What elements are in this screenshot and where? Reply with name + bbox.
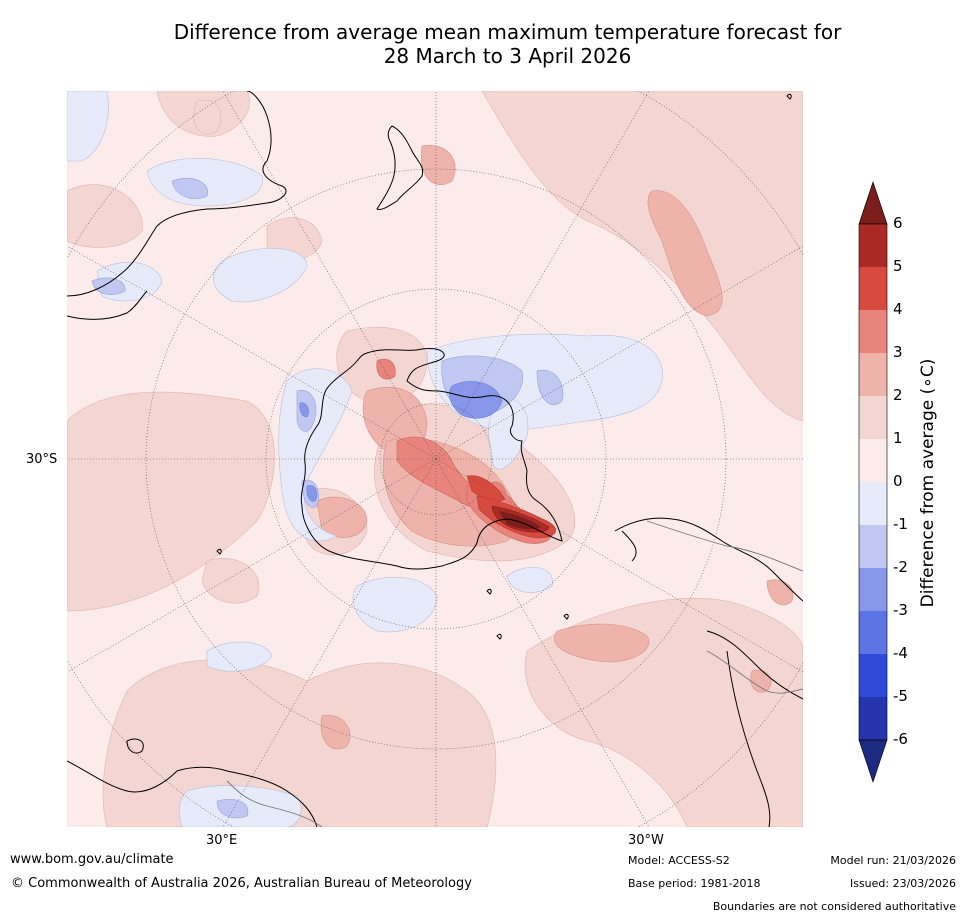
coastlines xyxy=(67,91,803,827)
antarctica-coastline xyxy=(300,347,563,570)
colorbar-tick-label: 1 xyxy=(893,429,903,447)
colorbar-segment xyxy=(859,396,887,439)
colorbar-segment xyxy=(859,525,887,568)
colorbar-segment xyxy=(859,654,887,697)
colorbar-segment xyxy=(859,224,887,267)
colorbar-segment xyxy=(859,267,887,310)
australia-coastline xyxy=(67,91,287,320)
map-title: Difference from average mean maximum tem… xyxy=(60,20,955,68)
colorbar-tick-label: 4 xyxy=(893,300,903,318)
lon-label-30e: 30°E xyxy=(206,833,238,848)
footer-base-period: Base period: 1981-2018 xyxy=(628,877,761,890)
anomaly-band-minus-3-to-minus-2 xyxy=(299,381,503,502)
colorbar-extend-low xyxy=(858,739,888,783)
colorbar xyxy=(858,181,888,783)
colorbar-segment xyxy=(859,611,887,654)
footer-issued: Issued: 23/03/2026 xyxy=(849,877,956,890)
new-zealand-coastline xyxy=(376,125,424,210)
colorbar-title: Difference from average (∘C) xyxy=(918,358,938,608)
temperature-anomaly-map xyxy=(67,91,803,827)
colorbar-tick-label: 6 xyxy=(893,214,903,232)
footer-copyright: © Commonwealth of Australia 2026, Austra… xyxy=(11,876,472,891)
colorbar-segment xyxy=(859,568,887,611)
colorbar-tick-label: -1 xyxy=(893,515,908,533)
colorbar-segment xyxy=(859,310,887,353)
footer-boundaries-note: Boundaries are not considered authoritat… xyxy=(712,900,956,913)
colorbar-tick-label: 3 xyxy=(893,343,903,361)
colorbar-segment xyxy=(859,482,887,525)
colorbar-tick-label: 5 xyxy=(893,257,903,275)
colorbar-segment xyxy=(859,697,887,740)
colorbar-tick-label: -5 xyxy=(893,687,908,705)
graticule xyxy=(67,91,803,827)
title-line-2: 28 March to 3 April 2026 xyxy=(383,44,632,68)
anomaly-band-above-6 xyxy=(499,511,541,530)
colorbar-segment xyxy=(859,353,887,396)
colorbar-outline xyxy=(858,223,888,741)
colorbar-tick-label: -4 xyxy=(893,644,908,662)
colorbar-extend-high xyxy=(858,181,888,225)
footer-model: Model: ACCESS-S2 xyxy=(628,854,730,867)
colorbar-tick-label: -2 xyxy=(893,558,908,576)
south-america-coastline xyxy=(614,517,803,827)
colorbar-segment xyxy=(859,439,887,482)
colorbar-tick-label: 0 xyxy=(893,472,903,490)
title-line-1: Difference from average mean maximum tem… xyxy=(173,20,842,44)
small-islands xyxy=(216,93,792,640)
country-borders xyxy=(226,520,803,827)
footer-url[interactable]: www.bom.gov.au/climate xyxy=(10,852,174,867)
colorbar-tick-label: -6 xyxy=(893,730,908,748)
footer-model-run: Model run: 21/03/2026 xyxy=(830,854,956,867)
colorbar-tick-label: -3 xyxy=(893,601,908,619)
southern-africa-coastline xyxy=(67,738,318,827)
lon-label-30w: 30°W xyxy=(628,833,664,848)
lat-label-30s: 30°S xyxy=(26,452,58,467)
colorbar-tick-label: 2 xyxy=(893,386,903,404)
